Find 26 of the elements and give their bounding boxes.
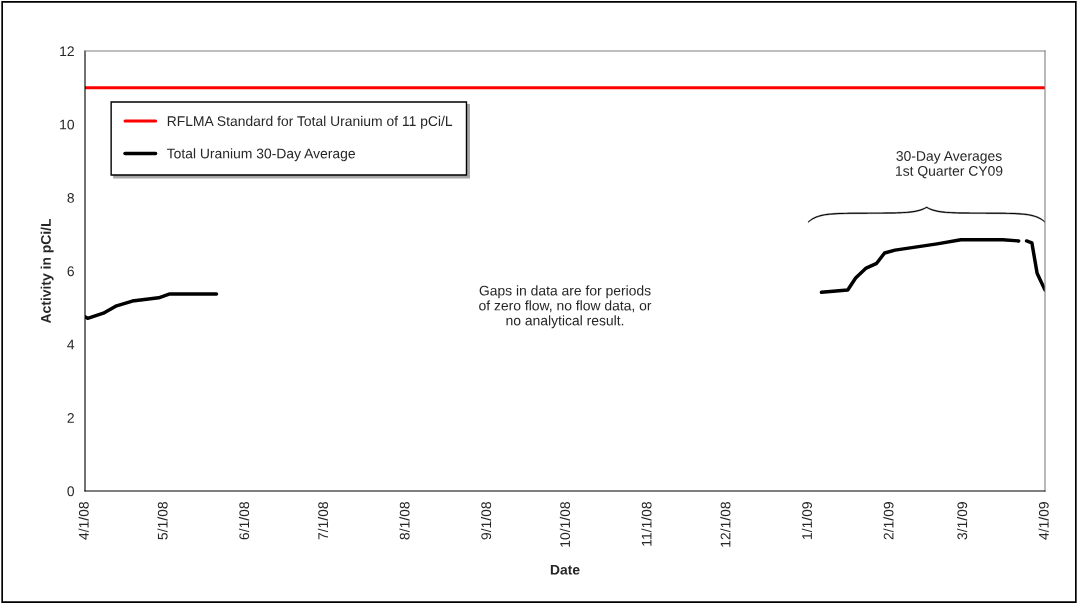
x-tick-label: 8/1/08 <box>399 502 410 540</box>
y-tick-label: 2 <box>67 413 74 423</box>
y-tick-label: 10 <box>60 119 75 130</box>
x-tick-label: 4/1/08 <box>78 502 89 540</box>
y-tick-label: 6 <box>67 266 74 277</box>
x-tick-label: 6/1/08 <box>238 502 250 540</box>
x-tick-label: 4/1/09 <box>1038 502 1049 540</box>
annotation: Gaps in data are for periods of zero flow, no flow data, or no analytical result. <box>479 285 652 329</box>
x-tick-label: 1/1/09 <box>801 502 813 539</box>
x-axis-title: Date <box>550 564 580 575</box>
x-tick-label: 10/1/08 <box>559 502 571 547</box>
x-tick-label: 9/1/08 <box>480 502 492 540</box>
x-tick-label: 7/1/08 <box>317 502 329 540</box>
legend-label: Total Uranium 30-Day Average <box>167 148 355 162</box>
x-tick-label: 11/1/08 <box>641 502 652 546</box>
y-tick-label: 12 <box>60 46 74 57</box>
y-axis-title: Activity in pCi/L <box>40 218 54 324</box>
y-tick-label: 8 <box>67 193 74 203</box>
y-tick-label: 4 <box>67 339 75 350</box>
x-tick-label: 2/1/09 <box>883 502 894 540</box>
x-tick-label: 5/1/08 <box>157 502 168 540</box>
y-tick-label: 0 <box>67 486 75 497</box>
legend-label: RFLMA Standard for Total Uranium of 11 pCi/L <box>167 115 453 129</box>
x-tick-label: 3/1/09 <box>956 502 968 540</box>
x-tick-label: 12/1/08 <box>720 502 731 547</box>
annotation: 30-Day Averages 1st Quarter CY09 <box>896 151 1003 179</box>
